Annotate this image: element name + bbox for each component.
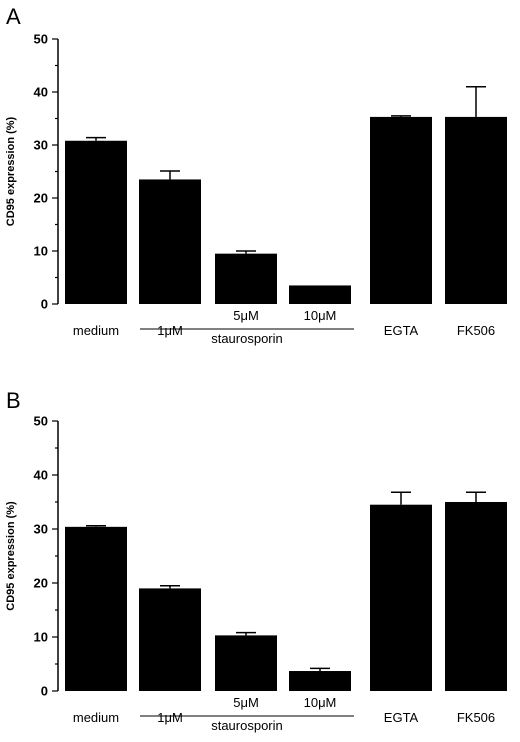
bar	[139, 179, 201, 304]
y-tick-label: 40	[34, 85, 48, 100]
bar	[215, 253, 277, 304]
y-tick-label: 20	[34, 191, 48, 206]
y-tick-label: 30	[34, 138, 48, 153]
category-label: 1μM	[157, 710, 183, 725]
y-tick-label: 50	[34, 32, 48, 47]
y-tick-label: 50	[34, 414, 48, 429]
category-label: EGTA	[384, 710, 419, 725]
bar	[289, 285, 351, 304]
category-label: medium	[73, 323, 119, 338]
category-label: 1μM	[157, 323, 183, 338]
y-axis-title: CD95 expression (%)	[5, 116, 17, 226]
bar	[289, 671, 351, 691]
y-tick-label: 0	[41, 297, 48, 312]
bar	[215, 635, 277, 691]
y-tick-label: 40	[34, 468, 48, 483]
bar	[370, 116, 432, 304]
group-label: staurosporin	[211, 718, 283, 733]
y-tick-label: 10	[34, 630, 48, 645]
bar	[65, 526, 127, 691]
category-label: 10μM	[304, 308, 337, 323]
category-label: 10μM	[304, 695, 337, 710]
category-label: FK506	[457, 710, 495, 725]
y-tick-label: 30	[34, 522, 48, 537]
y-tick-label: 0	[41, 684, 48, 699]
y-axis-title: CD95 expression (%)	[5, 501, 17, 611]
bar	[370, 504, 432, 691]
category-label: 5μM	[233, 308, 259, 323]
bar	[139, 588, 201, 691]
bar	[445, 116, 507, 304]
bar	[65, 140, 127, 304]
panel-letter: B	[6, 388, 21, 413]
category-label: medium	[73, 710, 119, 725]
bar	[445, 502, 507, 691]
category-label: 5μM	[233, 695, 259, 710]
panel-letter: A	[6, 4, 21, 29]
y-tick-label: 10	[34, 244, 48, 259]
category-label: FK506	[457, 323, 495, 338]
group-label: staurosporin	[211, 331, 283, 346]
category-label: EGTA	[384, 323, 419, 338]
y-tick-label: 20	[34, 576, 48, 591]
